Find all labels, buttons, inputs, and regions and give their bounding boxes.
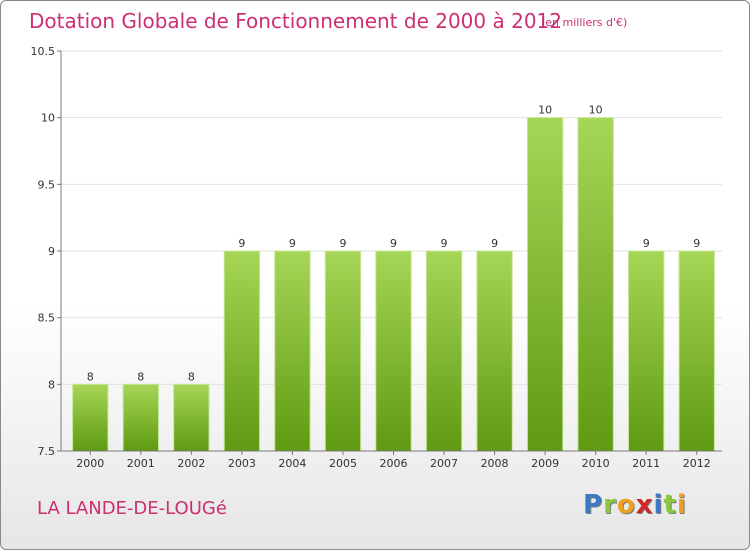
data-label: 8	[137, 370, 144, 383]
logo-letter: o	[616, 490, 636, 520]
x-tick-label: 2001	[127, 457, 155, 470]
data-label: 10	[538, 104, 552, 117]
logo-letter: r	[603, 490, 617, 520]
data-label: 9	[643, 237, 650, 250]
data-label: 9	[339, 237, 346, 250]
labels: 7.5 8 8.5 9 9.5 10 10.5 8 2000 8 2001 8 2002 9 2003 9 20…	[31, 45, 711, 470]
y-tick-label: 10.5	[31, 45, 56, 58]
proxiti-logo[interactable]: Proxiti	[583, 490, 687, 520]
bar	[476, 250, 513, 452]
data-label: 10	[589, 104, 603, 117]
x-tick-label: 2000	[76, 457, 104, 470]
logo-letter: P	[583, 490, 604, 520]
x-tick-label: 2005	[329, 457, 357, 470]
x-tick-label: 2008	[481, 457, 509, 470]
data-label: 9	[289, 237, 296, 250]
data-label: 9	[441, 237, 448, 250]
x-tick-label: 2007	[430, 457, 458, 470]
x-tick-label: 2011	[632, 457, 660, 470]
bar	[678, 250, 715, 452]
bar	[425, 250, 463, 452]
x-tick-label: 2006	[380, 457, 408, 470]
y-tick-label: 8	[48, 378, 55, 391]
x-tick-label: 2010	[582, 457, 610, 470]
commune-name: LA LANDE-DE-LOUGé	[37, 498, 227, 519]
x-tick-label: 2002	[177, 457, 205, 470]
axes	[57, 50, 722, 455]
y-tick-label: 7.5	[38, 445, 56, 458]
bar	[72, 383, 109, 452]
bar	[122, 383, 159, 452]
bar	[526, 117, 564, 452]
y-tick-label: 10	[41, 112, 55, 125]
bar	[223, 250, 261, 452]
data-label: 9	[390, 237, 397, 250]
chart-title: Dotation Globale de Fonctionnement de 20…	[29, 9, 562, 33]
bar	[173, 383, 210, 452]
bar	[375, 250, 412, 452]
x-tick-label: 2012	[683, 457, 711, 470]
bar	[577, 117, 614, 452]
logo-letter: i	[653, 490, 664, 520]
bars	[72, 117, 715, 452]
bar	[628, 250, 665, 452]
unit-note: (en milliers d'€)	[541, 16, 628, 29]
data-label: 9	[491, 237, 498, 250]
logo-letter: x	[635, 490, 654, 520]
data-label: 9	[693, 237, 700, 250]
x-tick-label: 2004	[278, 457, 306, 470]
y-tick-label: 9	[48, 245, 55, 258]
x-tick-label: 2003	[228, 457, 256, 470]
data-label: 9	[238, 237, 245, 250]
y-tick-label: 8.5	[38, 312, 56, 325]
bar	[274, 250, 311, 452]
data-label: 8	[188, 370, 195, 383]
logo-letter: t	[663, 490, 677, 520]
x-tick-label: 2009	[531, 457, 559, 470]
logo-letter: i	[676, 490, 687, 520]
data-label: 8	[87, 370, 94, 383]
bar	[324, 250, 362, 452]
y-tick-label: 9.5	[38, 178, 56, 191]
